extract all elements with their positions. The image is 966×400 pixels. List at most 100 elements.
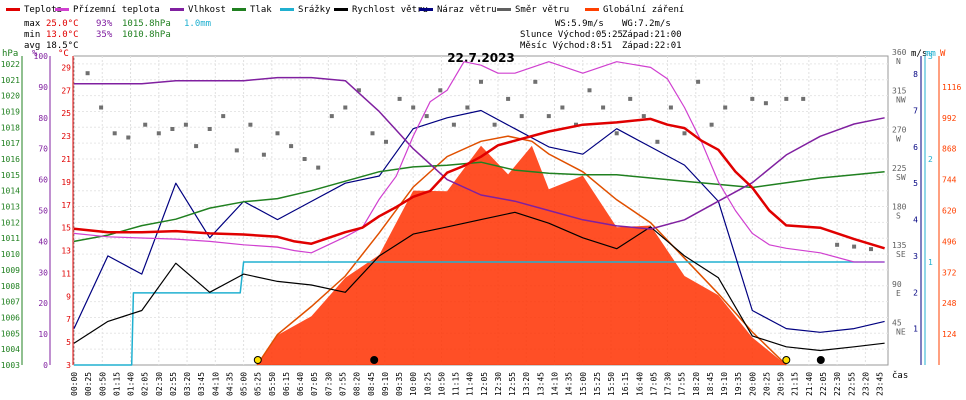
x-tick-label: 17:30 bbox=[664, 372, 673, 396]
axis-tick-label: 225 bbox=[892, 164, 907, 173]
axis-tick-label: 45 bbox=[892, 318, 902, 327]
axis-tick-label: 5 bbox=[913, 179, 918, 188]
x-tick-label: 05:00 bbox=[240, 372, 249, 396]
axis-label: °C bbox=[58, 49, 69, 59]
axis-tick-label: 360 bbox=[892, 48, 907, 57]
wind-dir-point bbox=[411, 105, 416, 110]
axis-tick-label: 3 bbox=[928, 52, 933, 61]
x-tick-label: 15:50 bbox=[607, 372, 616, 396]
legend-swatch bbox=[55, 8, 69, 11]
legend-item: Srážky bbox=[280, 5, 331, 15]
axis-tick-label: 1009 bbox=[1, 266, 20, 275]
axis-tick-label: 992 bbox=[942, 114, 957, 123]
axis-tick-label: 29 bbox=[61, 63, 71, 72]
axis-tick-label: 30 bbox=[38, 268, 48, 277]
axis-tick-label: 50 bbox=[38, 207, 48, 216]
axis-tick-label: 21 bbox=[61, 155, 71, 164]
x-tick-label: 08:45 bbox=[367, 372, 376, 396]
axis-tick-label: 8 bbox=[913, 70, 918, 79]
legend-label: Tlak bbox=[250, 5, 272, 15]
radiation-axis: W 1116 992 868 744 620 496 372 248 124 bbox=[938, 49, 961, 365]
axis-tick-label: 1017 bbox=[1, 139, 20, 148]
wind-dir-point bbox=[261, 152, 266, 157]
moonset-marker bbox=[816, 356, 825, 364]
x-tick-label: 06:15 bbox=[282, 372, 291, 396]
axis-tick-label: 100 bbox=[34, 52, 49, 61]
x-tick-label: 18:20 bbox=[692, 372, 701, 396]
wind-dir-point bbox=[156, 131, 161, 136]
x-tick-label: 03:45 bbox=[197, 372, 206, 396]
x-tick-label: 17:55 bbox=[678, 372, 687, 396]
x-tick-label: 12:30 bbox=[494, 372, 503, 396]
legend-label: Vlhkost bbox=[188, 5, 226, 15]
wind-dir-point bbox=[546, 114, 551, 119]
x-tick-label: 20:00 bbox=[748, 372, 757, 396]
wind-dir-point bbox=[207, 127, 212, 131]
axis-tick-label: 1018 bbox=[1, 123, 20, 132]
axis-tick-label: 11 bbox=[61, 269, 71, 278]
x-tick-label: 22:05 bbox=[819, 372, 828, 396]
axis-tick-label: 124 bbox=[942, 330, 957, 339]
axis-tick-label: 4 bbox=[913, 216, 918, 225]
info-block: WS:5.9m/s WG:7.2m/s Slunce Východ:05:25 … bbox=[520, 19, 682, 51]
axis-tick-label: 1007 bbox=[1, 298, 20, 307]
axis-tick-label: 70 bbox=[38, 145, 48, 154]
wind-dir-point bbox=[221, 114, 226, 119]
x-tick-label: 20:50 bbox=[777, 372, 786, 396]
x-tick-label: 00:25 bbox=[84, 372, 93, 396]
axis-tick-label: 1013 bbox=[1, 203, 20, 212]
wind-dir-point bbox=[709, 122, 714, 127]
axis-tick-label: 7 bbox=[66, 315, 71, 324]
axis-tick-label: 1020 bbox=[1, 92, 20, 101]
sunset-marker bbox=[782, 356, 791, 364]
x-axis-ticks: 00:00 00:25 00:50 01:15 01:40 02:05 02:30 02:55… bbox=[70, 372, 885, 396]
axis-tick-label: 372 bbox=[942, 268, 957, 277]
info-sun: Slunce Východ:05:25 bbox=[520, 30, 623, 40]
legend-swatch bbox=[497, 8, 511, 11]
wind-dir-point bbox=[784, 96, 789, 101]
axis-tick-label: 1005 bbox=[1, 329, 20, 338]
wind-dir-point bbox=[723, 105, 728, 110]
wind-dir-point bbox=[587, 88, 592, 93]
axis-tick-label: S bbox=[896, 212, 901, 221]
wind-dir-point bbox=[574, 122, 578, 127]
x-tick-label: 07:30 bbox=[324, 372, 333, 396]
wind-dir-point bbox=[370, 131, 375, 136]
info-moon: Měsíc Východ:8:51 bbox=[520, 41, 612, 51]
wind-dir-point bbox=[384, 139, 388, 144]
axis-tick-label: NE bbox=[896, 327, 906, 336]
legend-swatch bbox=[419, 8, 433, 11]
x-axis-label: čas bbox=[892, 370, 908, 381]
wind-dir-point bbox=[143, 122, 148, 127]
x-tick-label: 08:20 bbox=[353, 372, 362, 396]
sunrise-marker bbox=[253, 356, 262, 364]
legend-label: Přízemní teplota bbox=[73, 5, 160, 15]
axis-tick-label: 135 bbox=[892, 241, 907, 250]
axis-tick-label: 270 bbox=[892, 125, 907, 134]
legend-label: Náraz větru bbox=[437, 5, 497, 15]
x-tick-label: 23:20 bbox=[861, 372, 870, 396]
x-tick-label: 05:25 bbox=[254, 372, 263, 396]
wind-dir-point bbox=[275, 131, 280, 136]
x-tick-label: 04:35 bbox=[226, 372, 235, 396]
wind-speed-axis: 8 7 6 5 4 3 2 1 bbox=[913, 56, 922, 365]
max-hum: 93% bbox=[96, 19, 113, 29]
axis-tick-label: 1006 bbox=[1, 314, 20, 323]
axis-tick-label: 60 bbox=[38, 176, 48, 185]
axis-tick-label: 496 bbox=[942, 237, 957, 246]
wind-dir-point bbox=[183, 122, 188, 127]
x-tick-label: 00:00 bbox=[70, 372, 79, 396]
x-tick-label: 21:15 bbox=[791, 372, 800, 396]
axis-tick-label: 1014 bbox=[1, 187, 20, 196]
wind-dir-point bbox=[835, 242, 840, 247]
wind-dir-point bbox=[668, 105, 673, 110]
wind-dir-point bbox=[194, 144, 199, 149]
axis-tick-label: 1004 bbox=[1, 345, 20, 354]
wind-dir-point bbox=[85, 71, 90, 76]
wind-dir-point bbox=[289, 144, 294, 149]
avg-label: avg bbox=[24, 41, 40, 51]
min-hum: 35% bbox=[96, 30, 113, 40]
info-moon-set: Západ:22:01 bbox=[622, 41, 682, 51]
